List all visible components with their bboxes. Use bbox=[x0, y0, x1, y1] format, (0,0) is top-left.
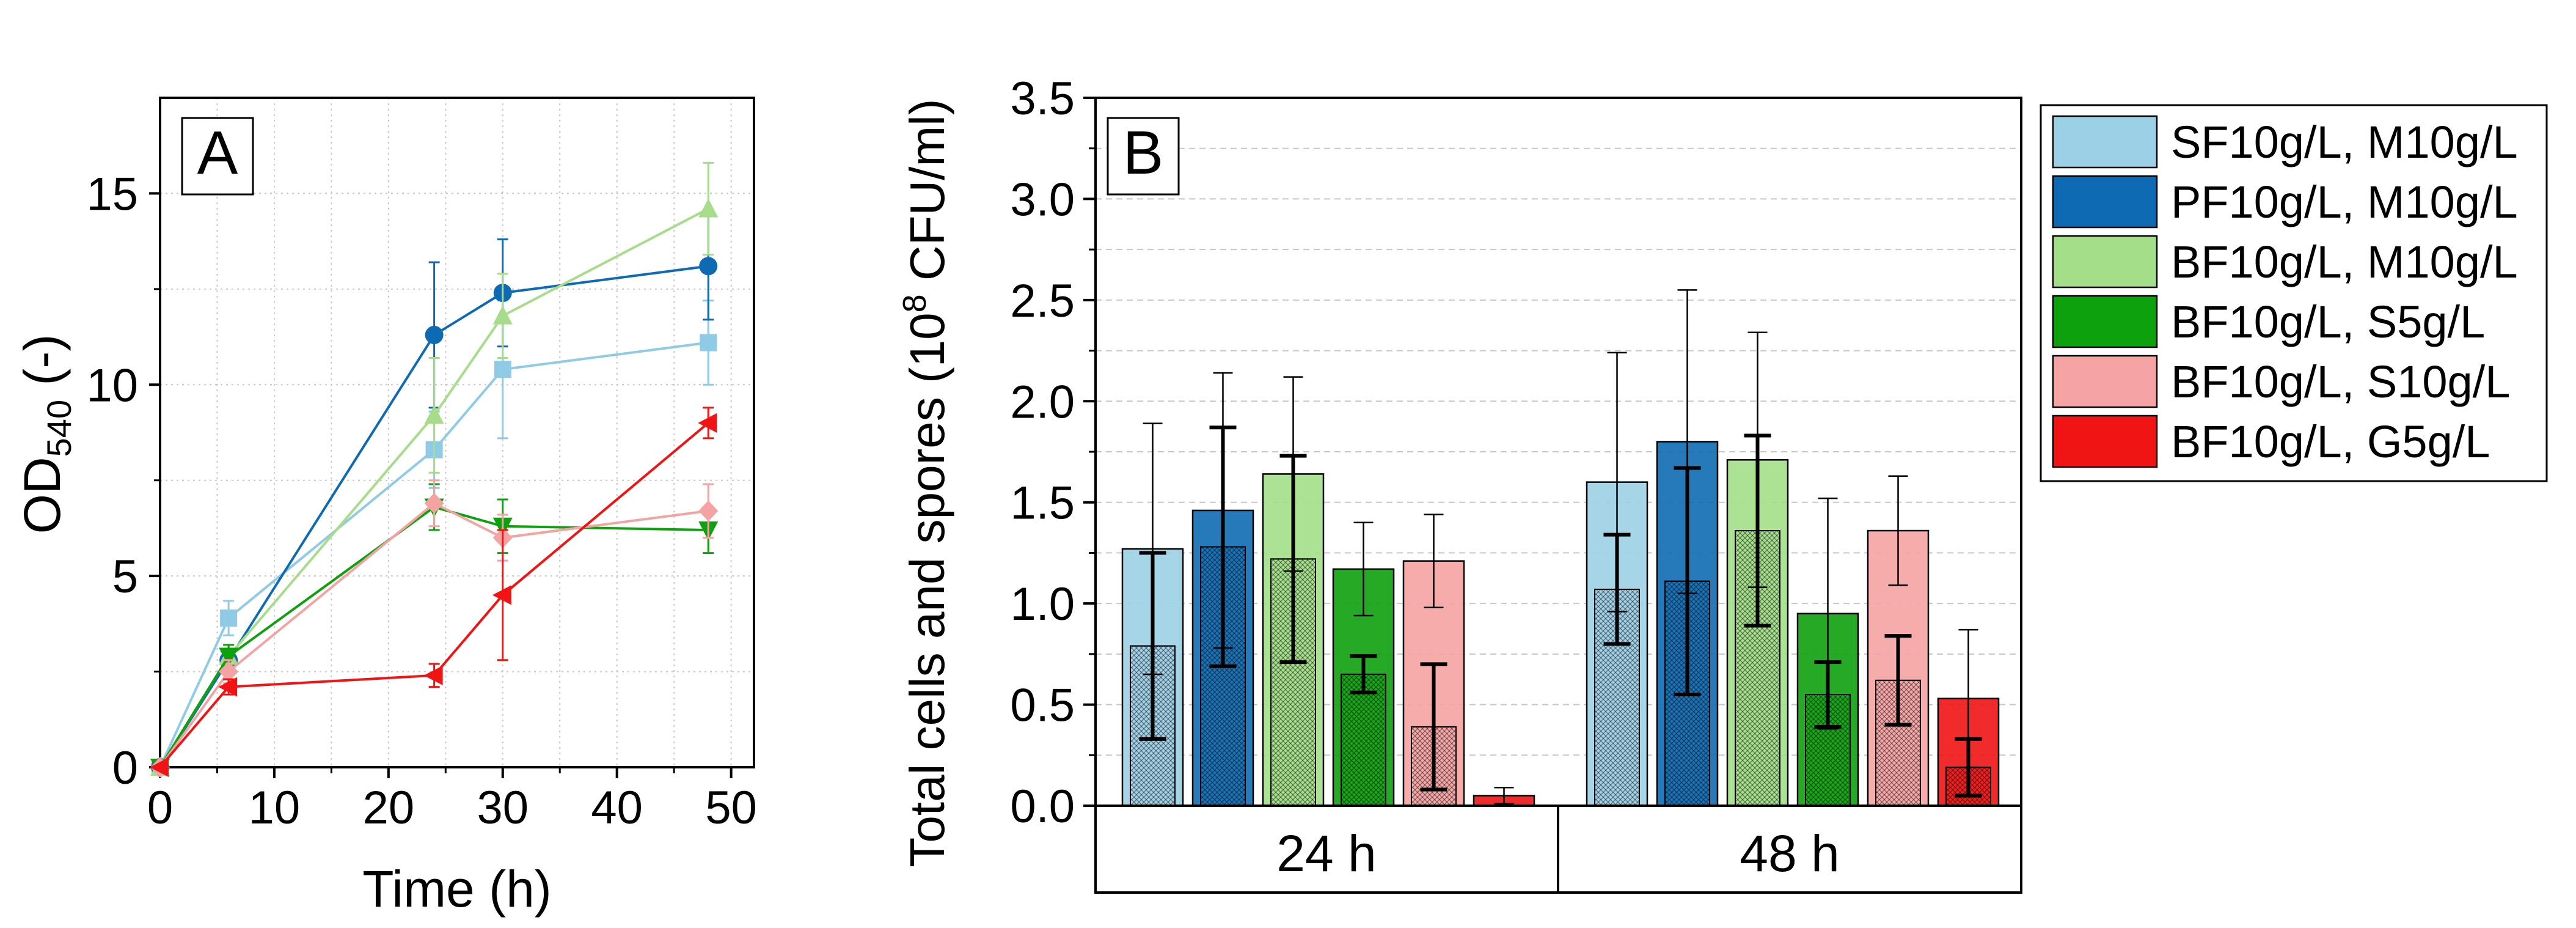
legend-label-5: BF10g/L, G5g/L bbox=[2171, 416, 2490, 467]
series-a-point bbox=[219, 661, 239, 682]
panel-a: 0 10 20 30 40 50 0 5 10 15 A Time (h) OD540 (-) bbox=[13, 97, 757, 918]
legend-label-3: BF10g/L, S5g/L bbox=[2171, 296, 2485, 347]
panel-a-ylabel-sub: 540 bbox=[40, 400, 78, 457]
panel-b-ytick-label: 2.5 bbox=[1010, 275, 1075, 327]
panel-a-xlabel: Time (h) bbox=[362, 860, 552, 918]
bar-group-0-5 bbox=[1473, 786, 1535, 807]
series-a-point bbox=[492, 585, 511, 605]
bar-group-1-2 bbox=[1726, 331, 1789, 807]
panel-a-xtick-label: 40 bbox=[591, 782, 643, 834]
series-a-point bbox=[220, 609, 238, 627]
series-a-point bbox=[699, 257, 718, 276]
series-a-point bbox=[700, 334, 717, 352]
legend-swatch-0 bbox=[2052, 115, 2158, 169]
panel-a-ylabel-suffix: (-) bbox=[13, 334, 71, 400]
panel-a-label-box bbox=[181, 117, 254, 196]
legend-swatch-2 bbox=[2052, 235, 2158, 289]
panel-a-ticks: 0 10 20 30 40 50 0 5 10 15 bbox=[86, 168, 756, 834]
series-a-point bbox=[423, 665, 443, 685]
series-a-point bbox=[424, 405, 444, 424]
legend-label-2: BF10g/L, M10g/L bbox=[2171, 237, 2518, 287]
panel-b-label-box bbox=[1107, 117, 1180, 196]
legend-label-1: PF10g/L, M10g/L bbox=[2171, 177, 2518, 227]
bar-group-1-3 bbox=[1796, 497, 1859, 807]
bar-group-0-0 bbox=[1121, 422, 1184, 807]
panel-a-ytick-label: 0 bbox=[112, 742, 138, 794]
panel-a-ytick-label: 5 bbox=[112, 551, 138, 603]
series-a-point bbox=[492, 305, 513, 325]
bar-spores-hatch bbox=[1341, 673, 1386, 807]
bar-group-0-1 bbox=[1191, 372, 1254, 807]
bar-group-0-3 bbox=[1332, 521, 1395, 807]
panel-a-xtick-label: 10 bbox=[249, 782, 301, 834]
series-a-point bbox=[150, 757, 169, 777]
series-a-point bbox=[494, 361, 511, 378]
series-a-point bbox=[698, 500, 719, 521]
legend-swatch-1 bbox=[2052, 175, 2158, 229]
panel-a-frame bbox=[159, 97, 755, 768]
legend: SF10g/L, M10g/L PF10g/L, M10g/L BF10g/L, M… bbox=[2040, 104, 2548, 482]
panel-b-grid bbox=[1096, 147, 2021, 756]
panel-b: 0.0 0.5 1.0 1.5 2.0 2.5 3.0 3.5 24 h 48 h B Tot… bbox=[896, 73, 2548, 894]
series-a-3 bbox=[150, 483, 719, 778]
series-a-point bbox=[698, 198, 719, 218]
panel-b-ytick-label: 2.0 bbox=[1010, 376, 1075, 428]
legend-label-4: BF10g/L, S10g/L bbox=[2171, 356, 2510, 407]
series-a-point bbox=[219, 647, 239, 667]
panel-a-xtick-label: 50 bbox=[705, 782, 757, 834]
bar-group-1-4 bbox=[1867, 475, 1930, 807]
bar-group-1-5 bbox=[1937, 628, 2000, 807]
panel-a-xtick-label: 20 bbox=[363, 782, 415, 834]
category-label-48h: 48 h bbox=[1740, 825, 1840, 882]
series-a-line bbox=[159, 501, 709, 768]
panel-b-ytick-label: 0.5 bbox=[1010, 680, 1075, 732]
panel-a-ylabel: OD540 (-) bbox=[13, 334, 78, 534]
panel-b-ytick-label: 1.5 bbox=[1010, 477, 1075, 529]
legend-label-0: SF10g/L, M10g/L bbox=[2171, 117, 2518, 168]
category-label-24h: 24 h bbox=[1276, 825, 1377, 882]
panel-b-ytick-label: 0.0 bbox=[1010, 781, 1075, 833]
panel-a-series bbox=[150, 161, 719, 778]
series-a-point bbox=[698, 413, 717, 433]
legend-swatch-4 bbox=[2052, 355, 2158, 408]
series-a-5 bbox=[150, 407, 717, 777]
panel-b-ytick-label: 3.0 bbox=[1010, 174, 1075, 226]
panel-b-bars bbox=[1121, 289, 2000, 807]
panel-a-ylabel-main: OD bbox=[13, 457, 71, 534]
panel-b-ylabel-post: CFU/ml) bbox=[900, 98, 954, 294]
series-a-point bbox=[425, 325, 444, 344]
series-a-4 bbox=[150, 479, 719, 778]
series-a-point bbox=[218, 677, 238, 697]
panel-b-ytick-label: 1.0 bbox=[1010, 578, 1075, 630]
panel-a-label: A bbox=[197, 119, 238, 187]
panel-b-ytick-label: 3.5 bbox=[1010, 73, 1075, 125]
bar-group-1-0 bbox=[1586, 352, 1648, 807]
legend-swatch-3 bbox=[2052, 295, 2158, 348]
panel-b-ylabel-pre: Total cells and spores (10 bbox=[900, 312, 954, 867]
panel-a-ytick-label: 15 bbox=[86, 168, 138, 220]
legend-swatch-5 bbox=[2052, 414, 2158, 468]
series-a-point bbox=[424, 493, 444, 514]
panel-a-xtick-label: 30 bbox=[477, 782, 529, 834]
panel-a-grid bbox=[160, 98, 754, 767]
panel-b-ylabel: Total cells and spores (108 CFU/ml) bbox=[896, 98, 954, 867]
panel-a-xtick-label: 0 bbox=[147, 782, 173, 834]
bar-group-1-1 bbox=[1656, 289, 1719, 807]
panel-b-ticks: 0.0 0.5 1.0 1.5 2.0 2.5 3.0 3.5 bbox=[1010, 73, 1096, 833]
bar-group-0-2 bbox=[1262, 376, 1325, 807]
panel-b-ylabel-sup: 8 bbox=[896, 294, 933, 312]
bar-group-0-4 bbox=[1402, 514, 1465, 807]
panel-a-ytick-label: 10 bbox=[86, 359, 138, 411]
panel-b-label: B bbox=[1123, 119, 1164, 187]
